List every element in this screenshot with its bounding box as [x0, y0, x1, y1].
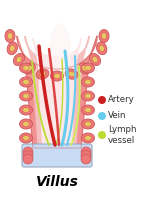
Ellipse shape — [20, 119, 32, 129]
Ellipse shape — [20, 91, 32, 101]
Ellipse shape — [20, 77, 32, 87]
Circle shape — [98, 131, 106, 139]
Ellipse shape — [51, 71, 64, 81]
Circle shape — [98, 96, 106, 104]
Ellipse shape — [49, 23, 71, 78]
Ellipse shape — [54, 73, 60, 78]
Polygon shape — [17, 36, 97, 148]
Ellipse shape — [85, 79, 91, 84]
Ellipse shape — [92, 56, 98, 63]
Ellipse shape — [101, 33, 107, 39]
Ellipse shape — [23, 108, 29, 112]
Ellipse shape — [8, 33, 12, 39]
FancyBboxPatch shape — [22, 144, 92, 167]
Ellipse shape — [20, 63, 32, 73]
Polygon shape — [25, 36, 89, 147]
Ellipse shape — [23, 136, 29, 140]
Text: Villus: Villus — [36, 175, 78, 189]
Text: Vein: Vein — [108, 112, 127, 120]
Ellipse shape — [65, 69, 78, 79]
Ellipse shape — [81, 105, 95, 115]
Ellipse shape — [36, 69, 49, 79]
Polygon shape — [33, 38, 81, 146]
Ellipse shape — [81, 91, 95, 101]
Ellipse shape — [96, 42, 107, 55]
Ellipse shape — [20, 105, 32, 115]
Ellipse shape — [23, 79, 29, 84]
Circle shape — [81, 150, 91, 160]
Ellipse shape — [85, 66, 91, 71]
Ellipse shape — [23, 121, 29, 127]
Circle shape — [23, 154, 33, 164]
Text: Lymph
vessel: Lymph vessel — [108, 125, 136, 145]
Text: Artery: Artery — [108, 96, 135, 104]
Ellipse shape — [81, 119, 95, 129]
Ellipse shape — [7, 42, 17, 55]
Ellipse shape — [26, 66, 32, 71]
Ellipse shape — [23, 94, 29, 98]
Ellipse shape — [85, 136, 91, 140]
Ellipse shape — [99, 45, 104, 52]
Ellipse shape — [81, 133, 95, 143]
Circle shape — [81, 154, 91, 164]
Ellipse shape — [79, 63, 91, 74]
Circle shape — [23, 147, 33, 157]
Ellipse shape — [99, 29, 109, 43]
Ellipse shape — [10, 45, 15, 52]
Circle shape — [81, 147, 91, 157]
Ellipse shape — [81, 63, 95, 73]
Ellipse shape — [89, 53, 101, 66]
Ellipse shape — [39, 71, 46, 77]
Ellipse shape — [23, 66, 29, 71]
Ellipse shape — [85, 108, 91, 112]
Ellipse shape — [23, 63, 35, 74]
Ellipse shape — [5, 29, 15, 43]
Circle shape — [23, 150, 33, 160]
Ellipse shape — [82, 66, 88, 71]
Ellipse shape — [68, 71, 75, 77]
Ellipse shape — [81, 77, 95, 87]
Ellipse shape — [85, 94, 91, 98]
Ellipse shape — [20, 133, 32, 143]
Ellipse shape — [85, 121, 91, 127]
Ellipse shape — [16, 56, 22, 63]
Ellipse shape — [13, 53, 24, 66]
Circle shape — [98, 112, 106, 120]
